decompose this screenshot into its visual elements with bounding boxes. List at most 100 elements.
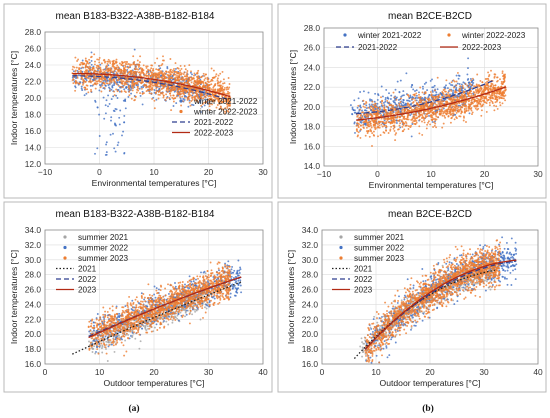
data-point	[409, 114, 412, 117]
data-point	[480, 114, 483, 117]
data-point	[440, 96, 443, 99]
data-point	[131, 72, 134, 75]
data-point	[199, 101, 202, 104]
data-point	[500, 80, 503, 83]
data-point	[220, 89, 223, 92]
data-point	[126, 61, 129, 63]
data-point	[493, 109, 496, 112]
data-point	[237, 259, 240, 262]
data-point	[203, 85, 206, 88]
data-point	[371, 109, 374, 112]
chart-panel-3: mean B183-B322-A38B-B182-B18416.018.020.…	[3, 201, 273, 393]
data-point	[131, 330, 134, 332]
data-point	[369, 120, 372, 123]
data-point	[192, 82, 195, 85]
data-point	[471, 77, 474, 80]
data-point	[189, 104, 192, 107]
data-point	[478, 85, 481, 87]
data-point	[401, 130, 404, 133]
data-point	[173, 67, 175, 70]
data-point	[182, 309, 185, 311]
y-tick-label: 18.0	[25, 344, 42, 354]
data-point	[384, 98, 387, 101]
data-point	[442, 93, 445, 96]
data-point	[375, 105, 378, 108]
data-point	[199, 95, 202, 98]
data-point	[161, 63, 164, 65]
data-point	[461, 85, 464, 87]
plot-area-border	[44, 31, 264, 165]
data-point	[227, 97, 230, 100]
data-point	[118, 77, 121, 80]
data-point	[217, 99, 220, 102]
data-point	[145, 329, 148, 332]
data-point	[100, 347, 103, 350]
data-point	[182, 92, 185, 95]
data-point	[437, 116, 440, 119]
data-point	[135, 91, 138, 94]
data-point	[133, 99, 136, 102]
data-point	[90, 55, 93, 58]
data-point	[167, 323, 170, 326]
data-point	[128, 90, 131, 93]
data-point	[145, 90, 148, 93]
data-point	[162, 55, 164, 58]
data-point	[127, 95, 130, 98]
data-point	[194, 73, 197, 76]
data-point	[475, 99, 478, 102]
data-point	[154, 296, 157, 299]
data-point	[450, 81, 453, 84]
data-point	[96, 70, 99, 73]
data-point	[484, 81, 487, 84]
data-point	[444, 93, 447, 96]
data-point	[206, 76, 209, 79]
data-point	[477, 107, 480, 110]
data-point	[167, 89, 170, 91]
data-point	[161, 72, 164, 75]
data-point	[138, 87, 141, 90]
data-point	[101, 345, 104, 348]
data-point	[93, 76, 96, 79]
legend-marker	[447, 33, 451, 37]
data-point	[177, 84, 180, 87]
data-point	[79, 63, 81, 66]
data-point	[402, 90, 405, 93]
data-point	[468, 106, 471, 109]
data-point	[399, 79, 402, 82]
data-point	[363, 121, 366, 123]
data-point	[410, 118, 413, 121]
data-point	[226, 109, 229, 112]
data-point	[121, 83, 124, 85]
data-point	[127, 66, 130, 69]
data-point	[113, 69, 116, 72]
data-point	[408, 105, 411, 108]
data-point	[432, 94, 435, 97]
data-point	[186, 70, 189, 72]
data-point	[226, 86, 229, 89]
data-point	[87, 66, 89, 69]
data-point	[359, 124, 362, 127]
data-point	[122, 130, 125, 133]
data-point	[153, 84, 156, 87]
data-point	[201, 103, 204, 105]
data-point	[94, 79, 97, 82]
plot-marks	[349, 57, 507, 147]
data-point	[185, 297, 188, 300]
data-point	[124, 107, 127, 110]
data-point	[119, 72, 122, 75]
data-point	[421, 120, 423, 123]
data-point	[373, 123, 376, 126]
data-point	[186, 79, 189, 82]
data-point	[412, 113, 415, 116]
data-point	[416, 108, 419, 111]
data-point	[173, 71, 176, 74]
trend-line-2022-2023	[356, 86, 507, 121]
data-point	[102, 77, 105, 80]
data-point	[180, 84, 183, 87]
data-point	[116, 97, 119, 99]
data-point	[112, 71, 115, 74]
data-point	[445, 108, 448, 111]
data-point	[435, 91, 438, 94]
data-point	[95, 76, 97, 79]
legend-label: 2022-2023	[462, 43, 502, 52]
